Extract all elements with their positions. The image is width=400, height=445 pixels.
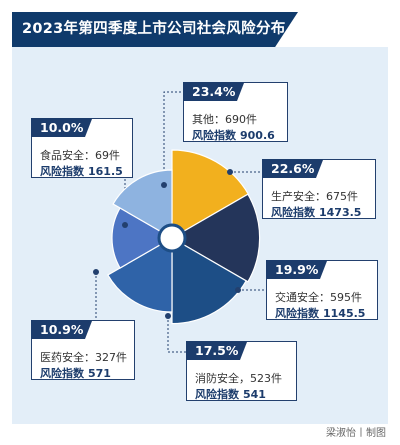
card-food: 10.0% 食品安全：69件 风险指数 161.5 — [31, 118, 133, 178]
title-banner — [12, 12, 298, 47]
card-fire: 17.5% 消防安全，523件 风险指数 541 — [186, 341, 297, 401]
risk-value-food: 161.5 — [88, 165, 123, 178]
connector-dots — [93, 169, 241, 319]
risk-value-other: 900.6 — [240, 129, 275, 142]
percent-badge-fire: 17.5% — [186, 341, 248, 360]
credit-label: 梁淑怡丨制图 — [326, 428, 386, 439]
risk-value-traffic: 1145.5 — [323, 307, 366, 320]
percent-badge-other: 23.4% — [183, 82, 245, 101]
card-other: 23.4% 其他：690件 风险指数 900.6 — [183, 82, 288, 142]
connector-dot-food — [122, 222, 128, 228]
card-medicine: 10.9% 医药安全：327件 风险指数 571 — [31, 320, 135, 380]
connector-dot-traffic — [235, 287, 241, 293]
risk-value-production: 1473.5 — [319, 206, 362, 219]
risk-line-fire: 风险指数 541 — [195, 386, 266, 402]
risk-label: 风险指数 — [40, 165, 84, 178]
slice-production — [170, 193, 261, 283]
count-label-other: 其他：690件 — [192, 113, 257, 126]
risk-value-fire: 541 — [243, 388, 266, 401]
risk-line-food: 风险指数 161.5 — [40, 163, 123, 179]
risk-line-traffic: 风险指数 1145.5 — [275, 305, 365, 321]
percent-badge-food: 10.0% — [31, 118, 93, 137]
slice-traffic — [171, 236, 247, 325]
count-label-medicine: 医药安全：327件 — [40, 351, 127, 364]
connector-other — [163, 91, 183, 185]
slice-food — [112, 169, 173, 240]
connector-dot-fire — [165, 313, 171, 319]
card-production: 22.6% 生产安全：675件 风险指数 1473.5 — [262, 159, 376, 219]
chart-title: 2023年第四季度上市公司社会风险分布 — [22, 21, 286, 37]
risk-label: 风险指数 — [192, 129, 236, 142]
center-ring — [157, 223, 187, 253]
connector-dot-medicine — [93, 269, 99, 275]
count-label-production: 生产安全：675件 — [271, 190, 358, 203]
risk-label: 风险指数 — [271, 206, 315, 219]
risk-label: 风险指数 — [275, 307, 319, 320]
slice-fire — [107, 236, 173, 313]
risk-label: 风险指数 — [195, 388, 239, 401]
card-traffic: 19.9% 交通安全：595件 风险指数 1145.5 — [266, 260, 378, 320]
risk-label: 风险指数 — [40, 367, 84, 380]
count-label-fire: 消防安全，523件 — [195, 372, 282, 385]
percent-badge-production: 22.6% — [262, 159, 324, 178]
risk-line-other: 风险指数 900.6 — [192, 127, 275, 143]
risk-line-medicine: 风险指数 571 — [40, 365, 111, 381]
percent-badge-medicine: 10.9% — [31, 320, 93, 339]
percent-badge-traffic: 19.9% — [266, 260, 328, 279]
connector-dot-other — [161, 182, 167, 188]
connector-dot-production — [227, 169, 233, 175]
count-label-traffic: 交通安全：595件 — [275, 291, 362, 304]
risk-line-production: 风险指数 1473.5 — [271, 204, 361, 220]
connector-fire — [167, 316, 186, 353]
count-label-food: 食品安全：69件 — [40, 149, 120, 162]
risk-value-medicine: 571 — [88, 367, 111, 380]
